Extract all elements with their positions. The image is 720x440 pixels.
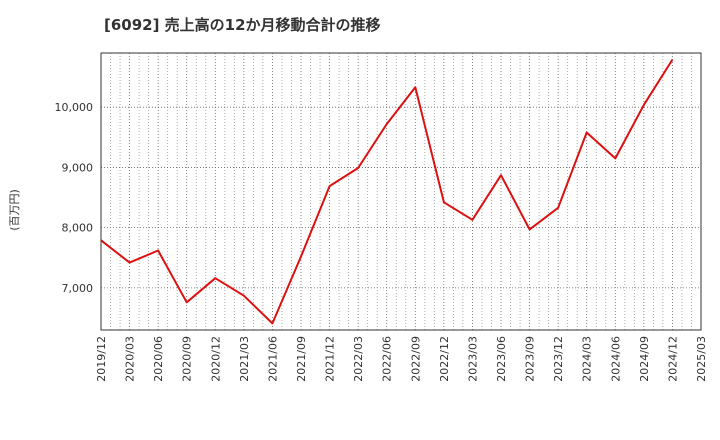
y-tick-label: 10,000 [55, 101, 94, 114]
y-tick-label: 7,000 [62, 282, 94, 295]
x-tick-label: 2022/06 [381, 336, 394, 382]
x-tick-label: 2024/09 [638, 336, 651, 382]
plot-frame [100, 52, 702, 331]
x-tick-label: 2024/12 [666, 336, 679, 382]
x-tick-label: 2024/06 [609, 336, 622, 382]
y-tick-label: 9,000 [62, 161, 94, 174]
x-tick-label: 2023/12 [552, 336, 565, 382]
x-tick-label: 2021/03 [238, 336, 251, 382]
x-tick-label: 2020/03 [124, 336, 137, 382]
x-tick-label: 2021/09 [295, 336, 308, 382]
x-tick-label: 2022/03 [352, 336, 365, 382]
x-tick-label: 2020/12 [209, 336, 222, 382]
x-tick-label: 2022/09 [409, 336, 422, 382]
x-tick-label: 2020/06 [152, 336, 165, 382]
x-tick-label: 2023/06 [495, 336, 508, 382]
x-tick-label: 2022/12 [438, 336, 451, 382]
y-tick-label: 8,000 [62, 222, 94, 235]
x-tick-label: 2021/06 [266, 336, 279, 382]
series-line [100, 59, 674, 325]
x-tick-label: 2019/12 [95, 336, 108, 382]
x-tick-label: 2023/03 [466, 336, 479, 382]
x-tick-label: 2023/09 [524, 336, 537, 382]
chart-title: [6092] 売上高の12か月移動合計の推移 [104, 16, 381, 34]
x-tick-label: 2021/12 [324, 336, 337, 382]
plot-area [101, 53, 701, 330]
x-tick-label: 2025/03 [695, 336, 708, 382]
x-tick-label: 2020/09 [181, 336, 194, 382]
x-tick-label: 2024/03 [581, 336, 594, 382]
